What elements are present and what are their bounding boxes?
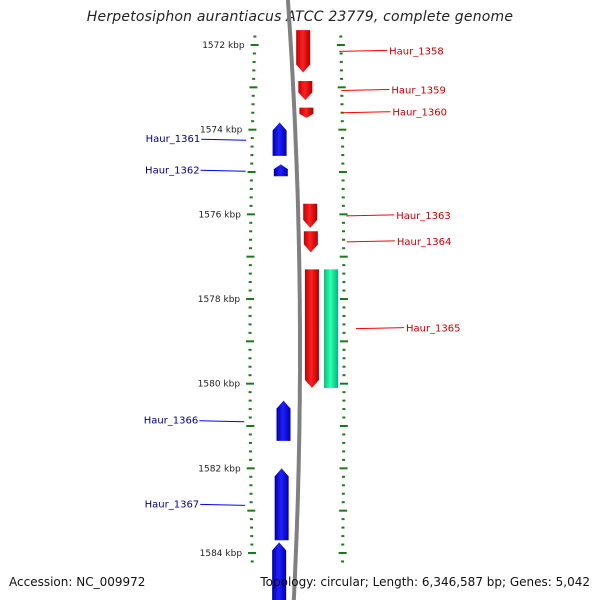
gene-haur-1362-leader	[200, 169, 246, 172]
gene-haur-1359-arrow[interactable]	[298, 80, 313, 101]
gene-haur-1367-leader	[200, 503, 246, 506]
scale-label: 1580 kbp	[198, 380, 241, 390]
gene-haur-1365-arrow[interactable]	[304, 269, 319, 388]
scale-label: 1578 kbp	[198, 295, 241, 305]
rna-feature[interactable]	[324, 269, 338, 388]
gene-haur-1361-label[interactable]: Haur_1361	[146, 134, 201, 145]
gene-haur-1360-label[interactable]: Haur_1360	[392, 108, 447, 119]
gene-haur-1361-arrow[interactable]	[272, 122, 287, 156]
gene-haur-1361-leader	[201, 138, 247, 141]
gene-haur-1364-label[interactable]: Haur_1364	[397, 237, 452, 248]
scale-label: 1572 kbp	[202, 41, 245, 51]
gene-haur-1365-leader	[355, 327, 404, 330]
gene-haur-1366-label[interactable]: Haur_1366	[144, 416, 199, 427]
gene-haur-1366-leader	[199, 420, 245, 423]
gene-haur-1363-leader	[346, 214, 395, 217]
gene-haur-1358-arrow[interactable]	[296, 30, 311, 73]
map-title: Herpetosiphon aurantiacus ATCC 23779, co…	[86, 9, 514, 25]
gene-haur-1367-arrow[interactable]	[274, 468, 289, 541]
gene-haur-1362-arrow[interactable]	[273, 164, 288, 177]
scale-label: 1584 kbp	[200, 549, 243, 559]
gene-haur-1366-arrow[interactable]	[276, 400, 291, 441]
gene-haur-1360-arrow[interactable]	[299, 107, 314, 118]
gene-haur-1364-arrow[interactable]	[303, 231, 318, 253]
scale-label: 1574 kbp	[200, 126, 243, 136]
genome-stats: Topology: circular; Length: 6,346,587 bp…	[260, 575, 590, 589]
gene-haur-1363-arrow[interactable]	[303, 203, 318, 228]
scale-label: 1582 kbp	[198, 464, 241, 474]
gene-haur-1359-leader	[341, 89, 390, 92]
gene-arrow-reverse[interactable]	[272, 542, 287, 600]
genome-backbone	[285, 0, 302, 600]
gene-haur-1364-leader	[346, 240, 395, 243]
gene-haur-1358-label[interactable]: Haur_1358	[389, 46, 444, 57]
gene-haur-1359-label[interactable]: Haur_1359	[391, 86, 446, 97]
gene-haur-1363-label[interactable]: Haur_1363	[396, 211, 451, 222]
accession-label: Accession: NC_009972	[9, 575, 146, 589]
gene-haur-1358-leader	[339, 49, 388, 52]
gene-haur-1365-label[interactable]: Haur_1365	[406, 324, 461, 335]
gene-haur-1360-leader	[342, 111, 391, 114]
scale-label: 1576 kbp	[199, 210, 242, 220]
gene-haur-1362-label[interactable]: Haur_1362	[145, 165, 200, 176]
gene-haur-1367-label[interactable]: Haur_1367	[145, 499, 200, 510]
